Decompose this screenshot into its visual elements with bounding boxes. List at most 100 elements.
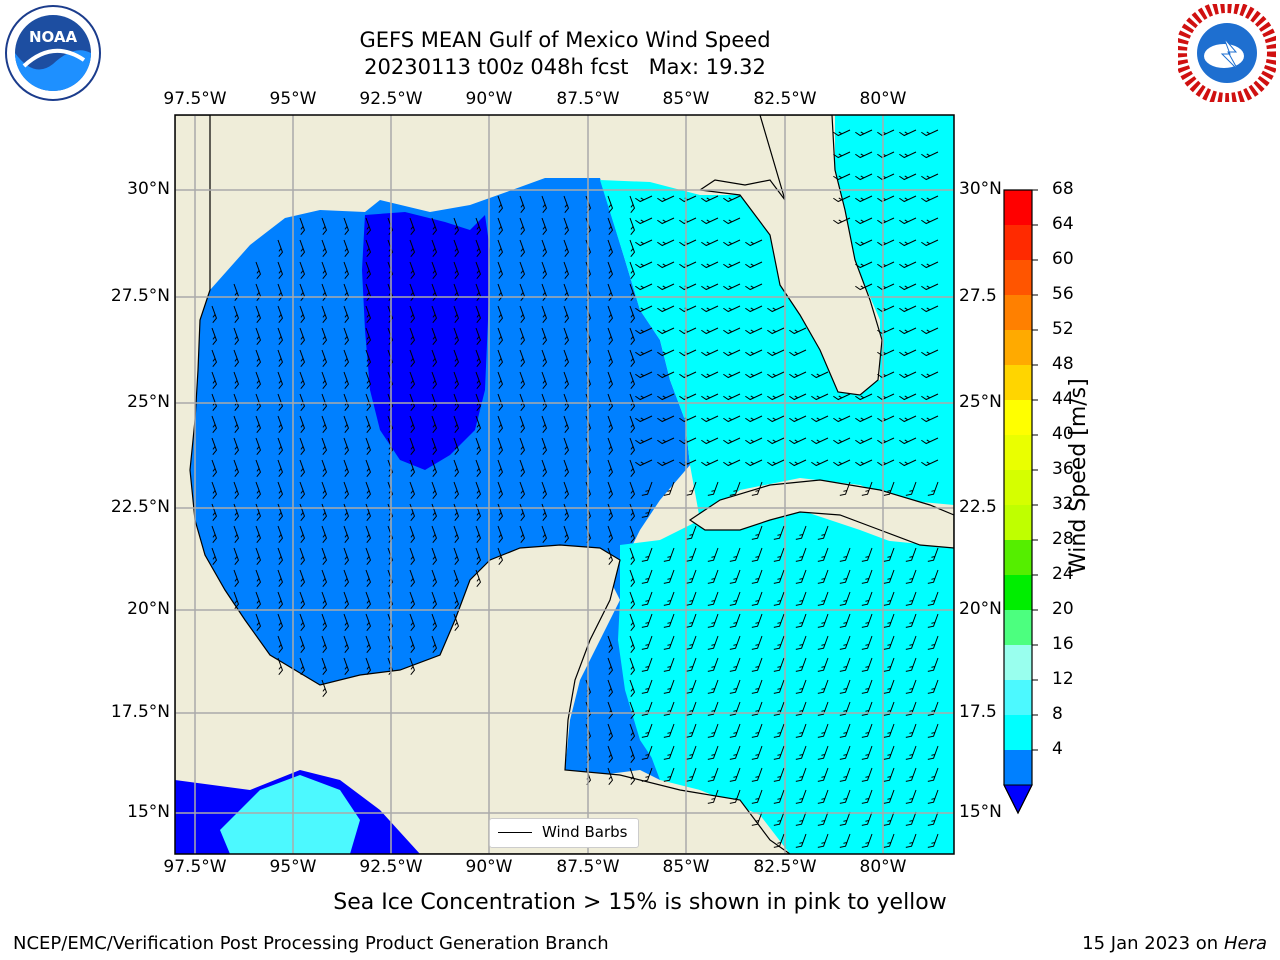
- wind-barb: [635, 305, 653, 313]
- axis-tick-label: 25°N: [127, 392, 170, 412]
- sea-ice-note: Sea Ice Concentration > 15% is shown in …: [333, 890, 947, 915]
- wind-barb: [861, 745, 873, 760]
- wind-barb: [497, 261, 504, 280]
- wind-barb: [899, 349, 917, 357]
- wind-barb: [607, 679, 614, 698]
- map-subtitle: 20230113 t00z 048h fcst Max: 19.32: [364, 55, 766, 79]
- wind-barb: [707, 657, 719, 672]
- wind-barb: [795, 679, 807, 694]
- wind-barb: [921, 305, 939, 313]
- wind-barb: [497, 459, 504, 478]
- wind-barb: [277, 459, 284, 478]
- wind-barb: [751, 613, 763, 628]
- wind-barb: [475, 547, 482, 566]
- wind-barb: [861, 547, 873, 562]
- wind-barb: [861, 657, 873, 672]
- wind-barb: [723, 283, 741, 291]
- wind-barb: [811, 393, 829, 401]
- wind-barb: [519, 481, 526, 500]
- wind-barb: [431, 569, 438, 588]
- wind-barb: [431, 459, 438, 478]
- wind-barb: [657, 327, 675, 335]
- wind-barb: [899, 305, 917, 313]
- wind-barb: [255, 283, 262, 302]
- wind-barb: [723, 415, 741, 423]
- wind-barb: [921, 151, 939, 159]
- wind-barb: [707, 701, 719, 716]
- wind-barb: [321, 327, 328, 346]
- wind-barb: [365, 239, 372, 258]
- wind-barb: [641, 679, 653, 694]
- wind-barb: [839, 481, 851, 496]
- wind-barb: [811, 437, 829, 445]
- axis-tick-label: 16: [1052, 634, 1074, 654]
- wind-barb: [629, 459, 636, 478]
- wind-barb: [927, 745, 939, 760]
- wind-barb: [365, 657, 372, 676]
- wind-barb: [321, 305, 328, 324]
- wind-barb: [409, 569, 416, 588]
- wind-barb: [729, 789, 741, 804]
- wind-barb: [663, 745, 675, 760]
- wind-barb: [431, 415, 438, 434]
- wind-barb: [629, 745, 636, 764]
- svg-text:NOAA: NOAA: [29, 28, 78, 46]
- wind-barb: [817, 745, 829, 760]
- wind-barb: [299, 591, 306, 610]
- wind-barb: [365, 547, 372, 566]
- wind-barb: [475, 239, 482, 258]
- wind-barb: [607, 657, 614, 676]
- wind-barb: [321, 547, 328, 566]
- wind-barb: [723, 393, 741, 401]
- wind-barb: [905, 833, 917, 848]
- map-title: GEFS MEAN Gulf of Mexico Wind Speed: [359, 28, 771, 52]
- wind-barb: [629, 591, 636, 610]
- wind-barb: [321, 459, 328, 478]
- wind-barb: [861, 767, 873, 782]
- wind-barb: [701, 327, 719, 335]
- wind-barb: [685, 481, 697, 496]
- wind-barb: [839, 767, 851, 782]
- wind-barb: [817, 635, 829, 650]
- axis-tick-label: 87.5°W: [556, 857, 620, 877]
- wind-barb: [453, 613, 460, 632]
- axis-tick-label: 25°N: [959, 392, 1002, 412]
- wind-barb: [629, 525, 636, 544]
- wind-barb: [833, 393, 851, 401]
- wind-barb: [811, 459, 829, 467]
- wind-barb: [883, 679, 895, 694]
- wind-barb: [607, 305, 614, 324]
- wind-barb: [431, 591, 438, 610]
- wind-barb: [343, 283, 350, 302]
- wind-barb: [497, 305, 504, 324]
- wind-barb: [855, 437, 873, 445]
- wind-barb: [817, 591, 829, 606]
- wind-barb: [921, 327, 939, 335]
- wind-barb: [519, 261, 526, 280]
- axis-tick-label: 36: [1052, 459, 1074, 479]
- axis-tick-label: 27.5: [959, 286, 997, 306]
- wind-barb: [409, 547, 416, 566]
- wind-barb: [685, 657, 697, 672]
- wind-barb: [277, 415, 284, 434]
- wind-barb: [811, 415, 829, 423]
- wind-barb: [343, 371, 350, 390]
- colorbar-segment: [1004, 365, 1032, 400]
- wind-barb: [707, 613, 719, 628]
- wind-barb: [701, 459, 719, 467]
- axis-tick-label: 95°W: [269, 89, 317, 109]
- wind-barb: [431, 371, 438, 390]
- wind-barb: [277, 239, 284, 258]
- wind-barb: [431, 349, 438, 368]
- wind-barb: [563, 261, 570, 280]
- axis-tick-label: 60: [1052, 249, 1074, 269]
- wind-barb: [365, 437, 372, 456]
- wind-barb: [839, 679, 851, 694]
- wind-barb: [817, 723, 829, 738]
- axis-tick-label: 97.5°W: [163, 89, 227, 109]
- wind-barb: [409, 261, 416, 280]
- wind-barb: [729, 657, 741, 672]
- wind-barb: [321, 525, 328, 544]
- wind-barb: [635, 393, 653, 401]
- axis-tick-label: 90°W: [465, 857, 513, 877]
